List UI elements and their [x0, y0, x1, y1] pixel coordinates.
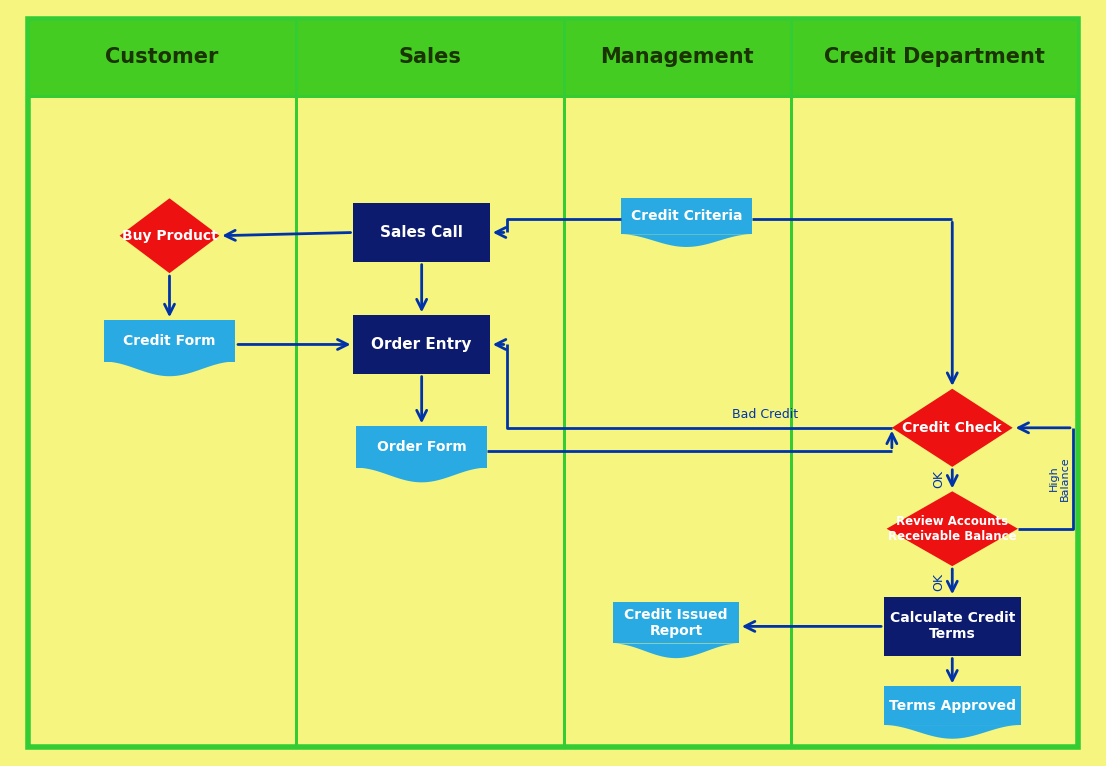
Bar	[564, 96, 791, 747]
Text: Review Accounts
Receivable Balance: Review Accounts Receivable Balance	[888, 515, 1016, 543]
Bar	[104, 320, 236, 362]
Text: Order Form: Order Form	[377, 440, 467, 454]
Polygon shape	[119, 198, 219, 273]
Text: Credit Issued
Report: Credit Issued Report	[624, 607, 728, 638]
Bar	[884, 597, 1021, 656]
Bar	[564, 19, 791, 96]
Bar	[620, 198, 752, 234]
Polygon shape	[884, 725, 1021, 738]
Polygon shape	[613, 643, 739, 658]
Text: Credit Department: Credit Department	[824, 47, 1045, 67]
Text: Credit Check: Credit Check	[902, 421, 1002, 435]
Polygon shape	[104, 362, 236, 376]
Text: Credit Criteria: Credit Criteria	[630, 209, 742, 223]
Bar	[356, 426, 488, 468]
Text: Customer: Customer	[105, 47, 219, 67]
Text: Sales Call: Sales Call	[380, 225, 463, 240]
Polygon shape	[356, 468, 488, 483]
Text: Buy Product: Buy Product	[122, 229, 218, 243]
Polygon shape	[891, 389, 1013, 466]
Text: OK: OK	[932, 470, 946, 488]
Bar	[354, 203, 490, 262]
Text: OK: OK	[932, 573, 946, 591]
Bar	[354, 315, 490, 374]
Text: Management: Management	[601, 47, 754, 67]
Polygon shape	[620, 234, 752, 247]
Bar	[613, 602, 739, 643]
Bar	[791, 19, 1078, 96]
Bar	[28, 96, 296, 747]
Bar	[791, 96, 1078, 747]
Bar	[28, 19, 296, 96]
Text: Credit Form: Credit Form	[123, 334, 216, 348]
Text: Bad Credit: Bad Credit	[732, 408, 799, 421]
Bar	[296, 19, 564, 96]
Text: Order Entry: Order Entry	[372, 337, 472, 352]
Text: Sales: Sales	[399, 47, 461, 67]
Polygon shape	[887, 491, 1018, 566]
Text: High
Balance: High Balance	[1048, 456, 1071, 501]
Text: Calculate Credit
Terms: Calculate Credit Terms	[889, 611, 1015, 641]
Bar	[296, 96, 564, 747]
Text: Terms Approved: Terms Approved	[889, 699, 1015, 712]
Bar	[884, 686, 1021, 725]
